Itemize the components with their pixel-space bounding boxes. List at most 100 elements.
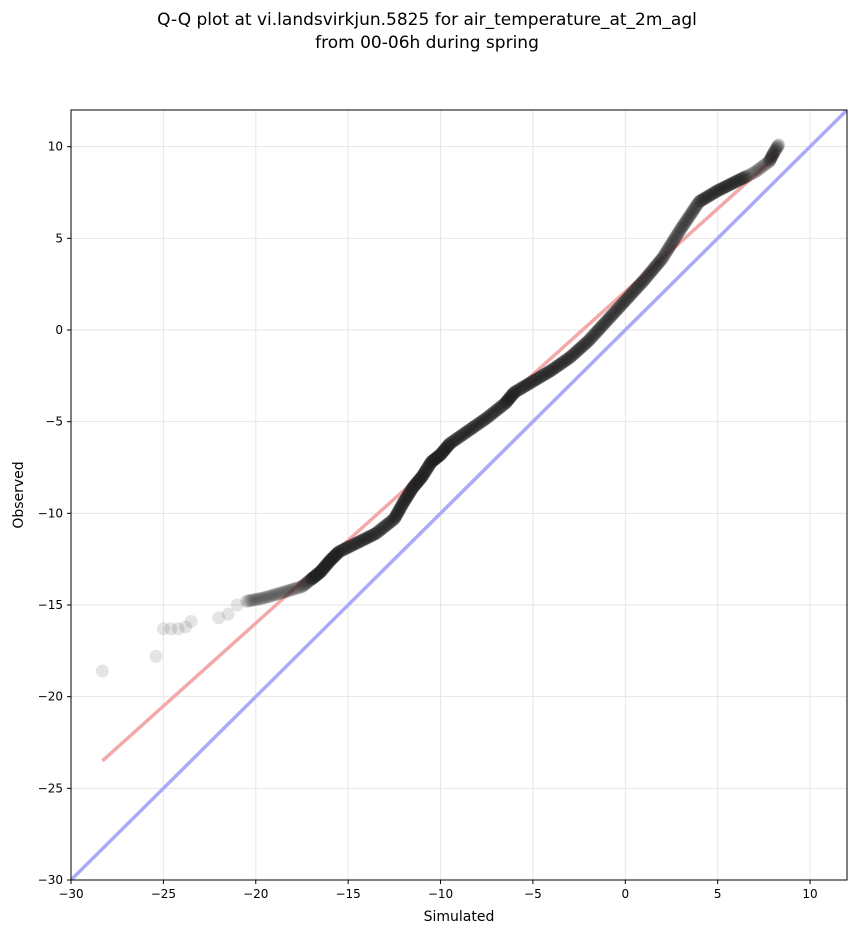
quantile-point: [482, 409, 496, 423]
quantile-point: [360, 531, 374, 545]
quantile-point: [265, 589, 279, 603]
y-tick-label: −20: [38, 690, 63, 704]
quantile-point: [435, 446, 449, 460]
quantile-point: [641, 269, 655, 283]
quantile-point: [301, 575, 315, 589]
quantile-point: [315, 563, 329, 577]
quantile-point: [754, 161, 768, 175]
quantile-point: [95, 664, 109, 678]
quantile-point: [686, 204, 700, 218]
quantile-point: [464, 422, 478, 436]
quantile-point: [333, 544, 347, 558]
quantile-point: [534, 370, 548, 384]
quantile-point: [391, 505, 405, 519]
quantile-point: [584, 331, 598, 345]
quantile-point: [675, 220, 689, 234]
quantile-point: [379, 518, 393, 532]
quantile-point: [654, 253, 668, 267]
quantile-point: [257, 591, 271, 605]
quantile-point: [535, 369, 549, 383]
quantile-point: [385, 514, 399, 528]
quantile-point: [633, 278, 647, 292]
quantile-point: [356, 533, 370, 547]
quantile-point: [291, 581, 305, 595]
quantile-point: [765, 150, 779, 164]
quantile-point: [581, 334, 595, 348]
quantile-point: [576, 339, 590, 353]
quantile-point: [283, 583, 297, 597]
quantile-point: [322, 555, 336, 569]
quantile-point: [575, 340, 589, 354]
chart-title: Q-Q plot at vi.landsvirkjun.5825 for air…: [157, 10, 697, 30]
quantile-point: [270, 587, 284, 601]
quantile-point: [667, 233, 681, 247]
quantile-point: [324, 553, 338, 567]
quantile-point: [540, 366, 554, 380]
y-tick-label: 5: [55, 231, 63, 245]
quantile-point: [388, 511, 402, 525]
quantile-point: [589, 325, 603, 339]
quantile-point: [296, 579, 310, 593]
quantile-point: [369, 527, 383, 540]
quantile-point: [397, 494, 411, 508]
quantile-point: [572, 342, 586, 356]
identity-line: [71, 110, 847, 880]
x-tick-label: −25: [151, 887, 176, 901]
quantile-point: [310, 568, 324, 582]
quantile-point: [245, 593, 259, 607]
quantile-point: [313, 565, 327, 579]
quantile-point: [629, 282, 643, 296]
quantile-point: [649, 259, 663, 273]
quantile-point: [744, 167, 758, 181]
quantile-point: [366, 528, 380, 542]
quantile-point: [470, 417, 484, 431]
quantile-point: [328, 549, 342, 563]
quantile-point: [601, 312, 615, 326]
quantile-point: [741, 169, 755, 183]
quantile-point: [579, 336, 593, 350]
quantile-point: [269, 588, 283, 602]
quantile-point: [276, 585, 290, 599]
quantile-point: [410, 476, 424, 490]
quantile-point: [242, 594, 256, 608]
quantile-point: [417, 467, 431, 481]
quantile-point: [501, 392, 515, 406]
quantile-point: [769, 142, 783, 156]
quantile-point: [506, 387, 520, 401]
quantile-point: [337, 542, 351, 556]
quantile-point: [721, 178, 735, 192]
quantile-point: [434, 447, 448, 461]
quantile-point: [297, 578, 311, 592]
quantile-point: [329, 548, 343, 562]
quantile-point: [296, 579, 310, 593]
quantile-point: [317, 560, 331, 574]
quantile-point: [624, 288, 638, 302]
quantile-point: [517, 380, 531, 394]
quantile-point: [613, 299, 627, 313]
quantile-point: [436, 445, 450, 459]
quantile-point: [467, 420, 481, 434]
quantile-point: [694, 194, 708, 208]
quantile-point: [461, 424, 475, 438]
quantile-point: [428, 452, 442, 466]
quantile-point: [562, 351, 576, 365]
quantile-point: [288, 582, 302, 596]
quantile-point: [480, 411, 494, 425]
quantile-point: [336, 543, 350, 557]
quantile-point: [529, 373, 543, 387]
quantile-point: [255, 591, 269, 605]
quantile-point: [348, 537, 362, 551]
quantile-point: [674, 222, 688, 236]
quantile-point: [422, 458, 436, 472]
quantile-point: [478, 412, 492, 426]
quantile-point: [635, 275, 649, 289]
quantile-point: [765, 150, 779, 164]
quantile-point: [401, 488, 415, 502]
quantile-point: [709, 184, 723, 198]
quantile-point: [473, 416, 487, 430]
quantile-point: [511, 383, 525, 397]
quantile-point: [760, 156, 774, 170]
quantile-point: [565, 348, 579, 362]
quantile-point: [407, 479, 421, 493]
quantile-point: [441, 438, 455, 452]
